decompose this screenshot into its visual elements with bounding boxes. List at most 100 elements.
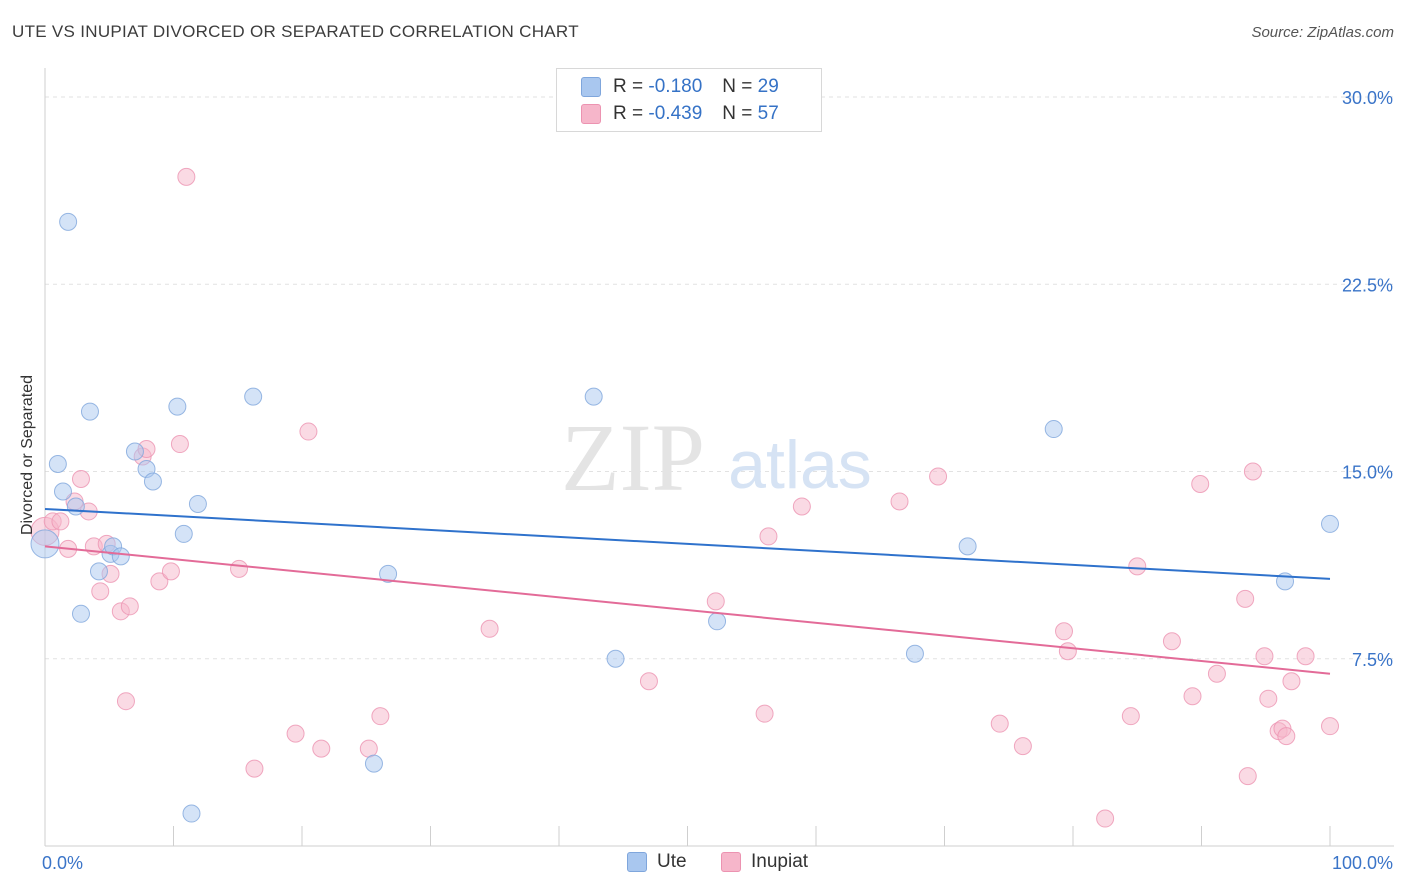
ute-point — [125, 442, 144, 461]
watermark: ZIP atlas — [561, 404, 872, 511]
x-tick-label: 0.0% — [42, 853, 83, 873]
axes — [44, 68, 1394, 847]
inupiat-point — [359, 739, 378, 758]
inupiat-point — [480, 619, 499, 638]
ute-point — [379, 564, 398, 583]
inupiat-trend-line — [44, 545, 1331, 675]
inupiat-point — [1296, 647, 1315, 666]
gridlines — [45, 96, 1394, 660]
inupiat-point — [792, 497, 811, 516]
watermark-zip: ZIP — [561, 404, 705, 511]
stats-row-ute: R = -0.180 N = 29 — [581, 74, 779, 100]
inupiat-point — [990, 714, 1009, 733]
legend-label-inupiat: Inupiat — [751, 851, 809, 872]
y-tick-label: 15.0% — [1342, 463, 1393, 483]
watermark-atlas: atlas — [728, 427, 872, 503]
ute-point — [905, 644, 924, 663]
inupiat-point — [1162, 632, 1181, 651]
legend-item-inupiat[interactable]: Inupiat — [721, 851, 808, 873]
inupiat-point — [1055, 622, 1074, 641]
inupiat-point — [1277, 727, 1296, 746]
ute-point — [89, 562, 108, 581]
ute-trend-line — [44, 507, 1331, 580]
inupiat-point — [929, 467, 948, 486]
tick-labels: 7.5% 15.0% 22.5% 30.0% 0.0% 100.0% — [42, 88, 1393, 873]
ute-point — [59, 212, 78, 231]
inupiat-point — [1058, 642, 1077, 661]
r-value: -0.439 — [648, 103, 703, 124]
inupiat-point — [161, 562, 180, 581]
trend-lines — [44, 507, 1331, 675]
n-value: 29 — [757, 76, 779, 97]
ute-point — [1321, 514, 1339, 533]
stats-legend: R = -0.180 N = 29 R = -0.439 N = 57 — [556, 68, 822, 132]
inupiat-point — [1013, 737, 1032, 756]
ute-point — [1044, 420, 1063, 439]
inupiat-point — [706, 592, 725, 611]
inupiat-point — [755, 704, 774, 723]
inupiat-point — [371, 707, 390, 726]
inupiat-point — [286, 724, 305, 743]
inupiat-point — [120, 597, 139, 616]
inupiat-point — [1238, 767, 1257, 786]
inupiat-point — [1128, 557, 1147, 576]
ute-point — [71, 604, 90, 623]
inupiat-point — [177, 167, 196, 186]
ute-point — [182, 804, 201, 823]
ute-point — [584, 387, 603, 406]
y-tick-label: 22.5% — [1342, 275, 1393, 295]
inupiat-point — [1282, 672, 1301, 691]
ute-point — [143, 472, 162, 491]
ute-point — [708, 612, 727, 631]
x-tick-label: 100.0% — [1332, 853, 1393, 873]
inupiat-point — [1259, 689, 1278, 708]
ute-swatch — [627, 852, 647, 872]
ute-point — [958, 537, 977, 556]
ute-point — [168, 397, 187, 416]
n-label: N = — [722, 76, 753, 97]
inupiat-point — [230, 559, 249, 578]
legend-label-ute: Ute — [657, 851, 687, 872]
y-tick-label: 7.5% — [1352, 650, 1393, 670]
inupiat-point — [116, 692, 135, 711]
inupiat-point — [639, 672, 658, 691]
r-value: -0.180 — [648, 76, 703, 97]
n-value: 57 — [757, 103, 779, 124]
inupiat-point — [759, 527, 778, 546]
inupiat-point — [1096, 809, 1115, 828]
inupiat-point — [1236, 589, 1255, 608]
inupiat-point — [71, 469, 90, 488]
data-points — [30, 167, 1339, 828]
ute-swatch — [581, 77, 601, 97]
r-label: R = — [613, 103, 644, 124]
ute-point — [188, 494, 207, 513]
inupiat-point — [312, 739, 331, 758]
ute-point — [244, 387, 263, 406]
ute-point — [364, 754, 383, 773]
ute-point — [30, 529, 60, 559]
ute-point — [80, 402, 99, 421]
inupiat-point — [299, 422, 318, 441]
inupiat-swatch — [721, 852, 741, 872]
n-label: N = — [722, 103, 753, 124]
ute-point — [48, 455, 67, 474]
inupiat-point — [51, 512, 70, 531]
inupiat-point — [170, 435, 189, 454]
source-label: Source: ZipAtlas.com — [1251, 24, 1394, 41]
legend-item-ute[interactable]: Ute — [627, 851, 687, 873]
ute-point — [174, 524, 193, 543]
inupiat-point — [1321, 717, 1339, 736]
y-tick-label: 30.0% — [1342, 88, 1393, 108]
inupiat-point — [890, 492, 909, 511]
inupiat-point — [1207, 664, 1226, 683]
ute-point — [606, 649, 625, 668]
inupiat-point — [245, 759, 264, 778]
inupiat-point — [1191, 474, 1210, 493]
inupiat-point — [1243, 462, 1262, 481]
ute-point — [111, 547, 130, 566]
inupiat-point — [1255, 647, 1274, 666]
inupiat-swatch — [581, 104, 601, 124]
inupiat-point — [1121, 707, 1140, 726]
y-axis-label: Divorced or Separated — [19, 374, 36, 536]
